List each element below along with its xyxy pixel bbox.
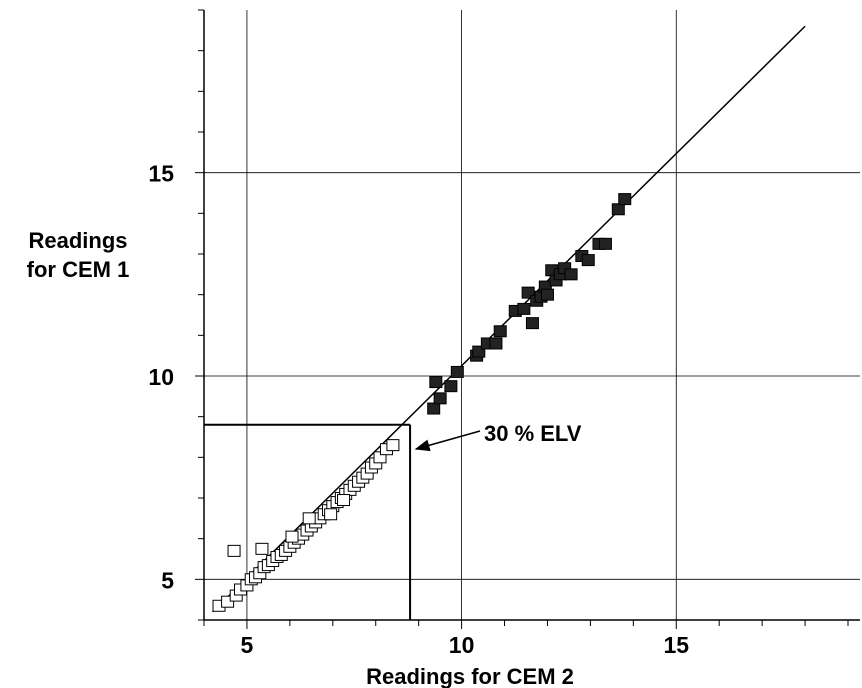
- grid: [204, 10, 860, 620]
- filled-square-point: [429, 376, 443, 389]
- axes: [203, 10, 860, 621]
- filled-square-point: [472, 345, 486, 358]
- filled-square-point: [444, 380, 458, 393]
- filled-square-point: [611, 203, 625, 216]
- filled-square-point: [433, 392, 447, 405]
- filled-square-point: [618, 193, 632, 206]
- filled-square-point: [525, 317, 539, 330]
- filled-square-point: [598, 237, 612, 250]
- y-axis-title: Readings for CEM 1: [8, 226, 148, 284]
- x-tick-label: 5: [241, 632, 254, 658]
- y-tick-label: 10: [148, 364, 174, 390]
- y-axis-title-line1: Readings: [28, 228, 128, 253]
- filled-square-series: [427, 193, 632, 415]
- filled-square-point: [540, 288, 554, 301]
- open-square-point: [227, 544, 241, 557]
- x-tick-label: 10: [449, 632, 475, 658]
- x-axis-title: Readings for CEM 2: [366, 664, 574, 688]
- open-square-point: [302, 512, 316, 525]
- open-square-point: [337, 494, 351, 507]
- y-tick-label: 5: [161, 567, 174, 593]
- open-square-point: [255, 542, 269, 555]
- filled-square-point: [450, 365, 464, 378]
- filled-square-point: [427, 402, 441, 415]
- filled-square-point: [493, 325, 507, 338]
- y-axis-title-line2: for CEM 1: [26, 257, 130, 282]
- annotation-label: 30 % ELV: [484, 421, 582, 446]
- filled-square-point: [517, 302, 531, 315]
- tick-labels: 5 10 15 5 10 15: [148, 161, 689, 658]
- open-square-point: [221, 595, 235, 608]
- filled-square-point: [489, 337, 503, 350]
- reference-line: [212, 25, 806, 613]
- open-square-point: [285, 530, 299, 543]
- y-tick-label: 15: [148, 161, 174, 187]
- annotation-arrow: [414, 430, 481, 452]
- elv-annotation: 30 % ELV: [414, 421, 582, 452]
- filled-square-point: [564, 268, 578, 281]
- ticks: [195, 9, 849, 629]
- x-tick-label: 15: [663, 632, 689, 658]
- open-square-point: [386, 439, 400, 452]
- elv-box: [204, 423, 412, 620]
- filled-square-point: [521, 286, 535, 299]
- open-square-point: [324, 508, 338, 521]
- filled-square-point: [581, 254, 595, 267]
- open-square-series: [212, 439, 400, 612]
